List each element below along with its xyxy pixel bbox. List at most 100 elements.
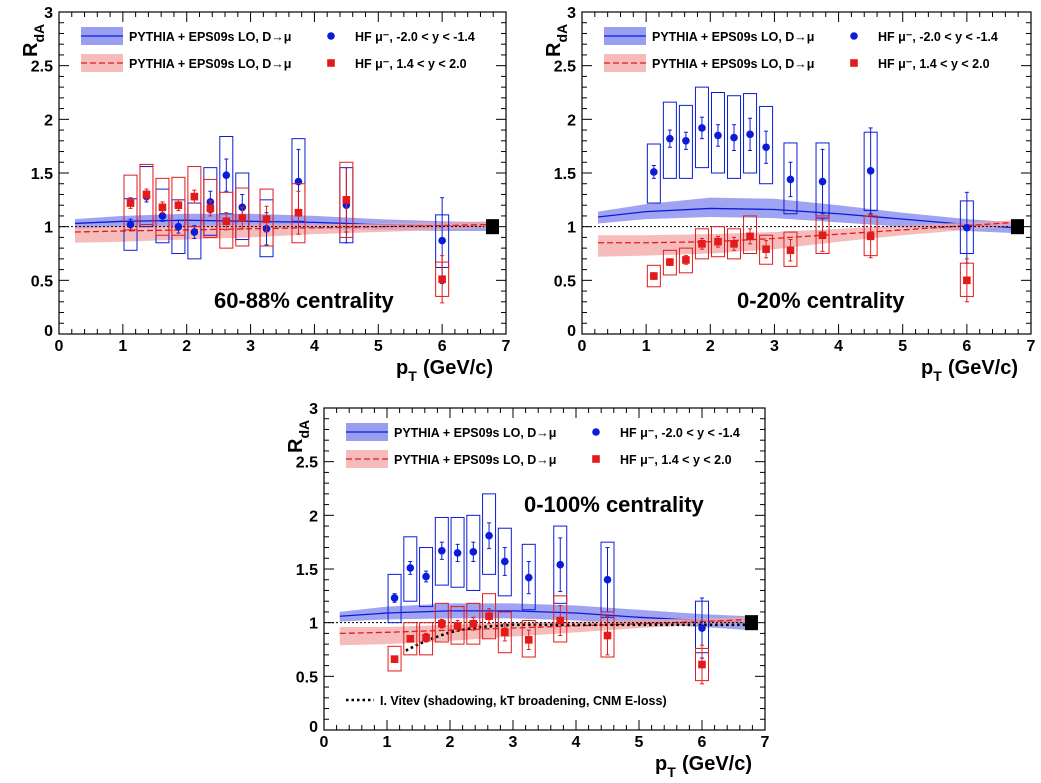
data-point-square: [714, 237, 722, 246]
data-point-square: [698, 660, 706, 669]
x-tick-label: 7: [761, 734, 770, 751]
data-point-circle: [603, 575, 612, 584]
x-tick-label: 0: [320, 734, 329, 751]
x-tick-label: 2: [706, 338, 715, 355]
systematic-box: [466, 514, 481, 591]
x-tick-label: 3: [509, 734, 518, 751]
y-tick-label: 1: [567, 220, 576, 237]
x-axis-title-p-main: p: [655, 753, 667, 775]
red-theory-line: [74, 223, 491, 233]
data-point-circle: [453, 549, 462, 557]
x-tick-label: 5: [635, 734, 644, 751]
systematic-box: [434, 516, 449, 586]
data-point-square: [786, 246, 795, 255]
legend-red-band-label: PYTHIA + EPS09s LO, D→μ: [652, 57, 814, 71]
data-point-square: [469, 619, 478, 628]
systematic-box: [403, 622, 418, 656]
x-tick-label: 0: [578, 338, 587, 355]
systematic-box: [553, 595, 568, 643]
data-point-square: [222, 217, 231, 226]
data-point-square: [422, 633, 430, 642]
systematic-box: [155, 177, 170, 236]
x-tick-label: 1: [383, 734, 392, 751]
data-point-circle: [485, 531, 493, 540]
systematic-box: [553, 525, 568, 604]
y-tick-label: 1.5: [31, 166, 53, 183]
legend-blue-marker-label: HF μ⁻, -2.0 < y < -1.4: [355, 30, 475, 44]
data-point-circle: [438, 546, 446, 555]
data-point-square: [501, 628, 509, 637]
data-point-square: [666, 258, 674, 266]
x-tick-label: 7: [502, 338, 511, 355]
x-tick-label: 3: [770, 338, 779, 355]
systematic-box: [759, 234, 774, 265]
systematic-box: [710, 92, 725, 174]
data-point-square: [730, 240, 738, 248]
systematic-box: [482, 593, 497, 640]
data-point-square: [762, 245, 770, 254]
y-tick-label: 0.5: [554, 273, 576, 290]
systematic-box: [123, 174, 138, 231]
y-tick-label: 1: [309, 616, 318, 633]
data-point-circle: [698, 124, 706, 132]
data-point-square: [126, 199, 135, 207]
systematic-box: [678, 104, 693, 179]
data-point-square: [682, 256, 690, 264]
data-point-circle: [422, 572, 430, 581]
normalization-box: [486, 219, 499, 235]
legend-red-marker-label: HF μ⁻, 1.4 < y < 2.0: [878, 57, 990, 71]
y-tick-label: 3: [309, 401, 318, 418]
systematic-box: [783, 231, 798, 267]
legend-red-marker-label: HF μ⁻, 1.4 < y < 2.0: [355, 57, 467, 71]
systematic-box: [662, 101, 677, 179]
blue-theory-band: [598, 197, 1015, 234]
y-tick-label: 3: [44, 5, 53, 22]
x-axis-title-p: pT: [655, 753, 676, 780]
data-point-circle: [650, 168, 658, 176]
systematic-box: [694, 86, 709, 169]
red-theory-band: [598, 220, 1015, 257]
legend-red-marker: [327, 59, 335, 67]
y-tick-label-zero: 0: [44, 323, 53, 340]
data-point-circle: [438, 236, 446, 245]
systematic-box: [171, 176, 186, 236]
red-theory-band: [339, 617, 750, 646]
data-point-circle: [222, 171, 231, 179]
data-point-circle: [174, 222, 183, 231]
x-axis-title-p: pT: [396, 357, 417, 384]
systematic-box: [710, 226, 725, 258]
x-axis-title-p: pT: [921, 357, 942, 384]
data-point-circle: [730, 133, 738, 142]
y-tick-label: 3: [567, 5, 576, 22]
systematic-box: [743, 215, 758, 254]
data-point-circle: [524, 573, 533, 582]
data-point-circle: [556, 560, 565, 569]
data-point-square: [390, 655, 399, 663]
legend-blue-marker-label: HF μ⁻, -2.0 < y < -1.4: [620, 426, 740, 440]
x-tick-label: 7: [1027, 338, 1036, 355]
x-tick-label: 0: [55, 338, 64, 355]
y-axis-title: RdA: [285, 420, 312, 453]
y-tick-label-zero: 0: [309, 719, 318, 736]
data-point-square: [453, 622, 462, 630]
legend-vitev-label: I. Vitev (shadowing, kT broadening, CNM …: [380, 694, 667, 708]
x-axis-title-units: (GeV/c): [423, 357, 493, 379]
y-axis-title-sub: dA: [554, 24, 570, 43]
data-point-circle: [682, 137, 690, 145]
legend-red-marker: [850, 59, 858, 67]
data-point-square: [698, 240, 706, 248]
legend-blue-marker-label: HF μ⁻, -2.0 < y < -1.4: [878, 30, 998, 44]
x-axis-title-p-text: pT: [921, 357, 942, 384]
systematic-box: [815, 142, 830, 219]
systematic-box: [646, 264, 661, 288]
y-tick-label: 1: [44, 220, 53, 237]
systematic-box: [727, 228, 742, 260]
systematic-box: [482, 493, 497, 575]
x-tick-label: 1: [118, 338, 127, 355]
data-point-square: [818, 231, 827, 240]
legend-red-band-label: PYTHIA + EPS09s LO, D→μ: [129, 57, 291, 71]
data-point-circle: [818, 177, 827, 186]
data-point-square: [174, 201, 183, 209]
data-point-square: [556, 616, 565, 625]
